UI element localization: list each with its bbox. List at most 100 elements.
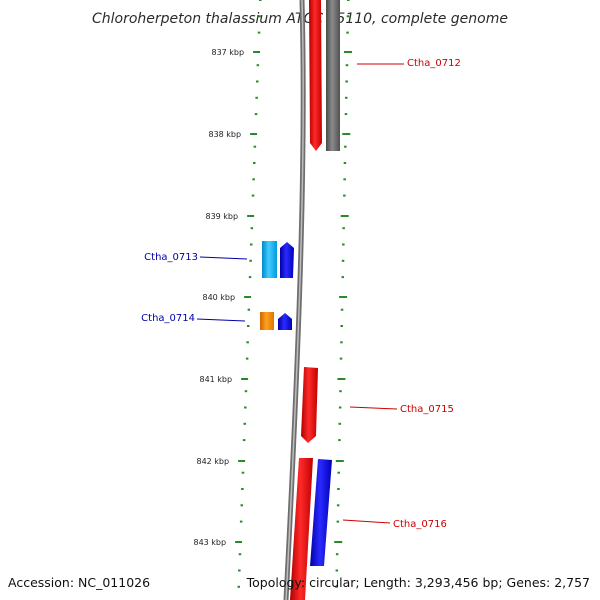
minor-tick	[339, 390, 342, 393]
cds-ctha-0716-arrow	[290, 458, 313, 600]
minor-tick	[336, 520, 340, 523]
minor-tick	[238, 553, 242, 556]
leader-ctha-0716	[342, 519, 391, 524]
kbp-label: 839 kbp	[205, 212, 238, 221]
minor-tick	[243, 422, 246, 425]
minor-tick	[249, 259, 252, 262]
major-tick	[247, 215, 255, 217]
label-ctha-0716[interactable]: Ctha_0716	[393, 519, 447, 530]
kbp-label: 840 kbp	[202, 293, 235, 302]
gene-ctha-0714-track	[260, 312, 274, 330]
label-ctha-0713[interactable]: Ctha_0713	[144, 252, 198, 263]
minor-tick	[253, 145, 257, 148]
minor-tick	[255, 96, 258, 99]
minor-tick	[245, 357, 249, 360]
major-tick	[238, 460, 246, 462]
minor-tick	[335, 553, 339, 556]
gene-ctha-0716[interactable]	[290, 458, 332, 600]
major-tick	[244, 296, 252, 298]
major-tick	[241, 378, 249, 380]
minor-tick	[346, 15, 350, 18]
major-tick	[335, 460, 344, 462]
minor-tick	[242, 439, 246, 442]
major-tick	[337, 378, 346, 380]
ruler-labels: 837 kbp 838 kbp 839 kbp 840 kbp 841 kbp 842 k…	[193, 48, 244, 547]
minor-tick	[244, 406, 247, 409]
minor-tick	[344, 145, 347, 148]
kbp-label: 843 kbp	[193, 538, 226, 547]
minor-tick	[247, 325, 250, 327]
leader-ctha-0715	[349, 406, 398, 410]
gene-ctha-0712[interactable]	[309, 0, 340, 151]
gene-ctha-0713[interactable]	[262, 241, 294, 278]
minor-tick	[340, 325, 343, 327]
cds-ctha-0715-arrow	[301, 367, 318, 443]
minor-tick	[340, 308, 344, 311]
label-ctha-0712[interactable]: Ctha_0712	[407, 58, 461, 69]
gene-ctha-0714[interactable]	[260, 312, 292, 330]
minor-tick	[239, 520, 243, 523]
leader-ctha-0714	[196, 318, 246, 322]
minor-tick	[257, 31, 261, 34]
minor-tick	[343, 178, 346, 181]
kbp-label: 838 kbp	[208, 130, 241, 139]
minor-tick	[345, 64, 349, 67]
cds-ctha-0716-neighbor	[310, 459, 332, 566]
minor-tick	[258, 15, 261, 18]
minor-tick	[259, 0, 262, 1]
left-tick-ruler	[235, 0, 262, 588]
major-tick	[344, 51, 352, 53]
cds-ctha-0713-arrow	[280, 242, 294, 278]
major-tick	[253, 51, 261, 53]
cds-ctha-0712-arrow	[309, 0, 322, 151]
minor-tick	[254, 113, 258, 116]
minor-tick	[252, 178, 255, 181]
minor-tick	[251, 194, 255, 197]
minor-tick	[339, 357, 343, 360]
minor-tick	[250, 243, 253, 246]
major-tick	[342, 133, 351, 135]
minor-tick	[244, 390, 248, 393]
minor-tick	[241, 488, 244, 490]
minor-tick	[338, 406, 342, 409]
gene-ctha-0712-track	[326, 0, 340, 151]
minor-tick	[341, 259, 345, 262]
minor-tick	[246, 341, 249, 344]
minor-tick	[256, 80, 259, 83]
minor-tick	[248, 276, 252, 279]
minor-tick	[341, 276, 344, 279]
minor-tick	[336, 504, 340, 507]
gene-label-leaders	[196, 63, 404, 524]
right-tick-ruler	[334, 0, 352, 588]
minor-tick	[240, 504, 243, 507]
minor-tick	[250, 227, 254, 230]
minor-tick	[342, 227, 345, 230]
major-tick	[250, 133, 258, 135]
minor-tick	[346, 31, 349, 34]
minor-tick	[241, 471, 245, 474]
minor-tick	[337, 471, 340, 474]
minor-tick	[253, 162, 256, 164]
gene-ctha-0715[interactable]	[301, 367, 318, 443]
minor-tick	[238, 569, 241, 572]
major-tick	[235, 541, 243, 543]
label-ctha-0714[interactable]: Ctha_0714	[141, 313, 195, 324]
minor-tick	[337, 488, 340, 490]
accession-text: Accession: NC_011026	[8, 575, 150, 590]
minor-tick	[340, 341, 343, 344]
minor-tick	[335, 569, 339, 572]
minor-tick	[256, 64, 260, 67]
cds-ctha-0714-arrow	[278, 313, 292, 330]
kbp-label: 842 kbp	[196, 457, 229, 466]
kbp-label: 837 kbp	[211, 48, 244, 57]
minor-tick	[342, 243, 345, 246]
genome-backbone-highlight	[285, 0, 304, 600]
minor-tick	[347, 0, 350, 1]
minor-tick	[338, 439, 341, 442]
major-tick	[339, 296, 348, 298]
label-ctha-0715[interactable]: Ctha_0715	[400, 404, 454, 415]
minor-tick	[344, 113, 348, 116]
minor-tick	[345, 80, 348, 83]
major-tick	[334, 541, 343, 543]
